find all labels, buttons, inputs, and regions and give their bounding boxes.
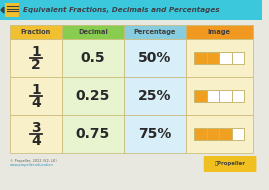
- Bar: [232, 90, 244, 102]
- Bar: [186, 25, 253, 39]
- Bar: [219, 90, 232, 102]
- Bar: [124, 39, 186, 77]
- Bar: [10, 39, 62, 77]
- FancyBboxPatch shape: [204, 156, 256, 172]
- Text: Fraction: Fraction: [21, 29, 51, 35]
- Text: 1: 1: [31, 83, 41, 97]
- Bar: [124, 77, 186, 115]
- Bar: [62, 39, 124, 77]
- Bar: [10, 25, 62, 39]
- Text: 50%: 50%: [138, 51, 171, 65]
- Bar: [62, 25, 124, 39]
- Bar: [186, 115, 253, 153]
- Bar: [186, 77, 253, 115]
- Bar: [62, 77, 124, 115]
- Text: Image: Image: [208, 29, 231, 35]
- Bar: [194, 90, 207, 102]
- Text: 4: 4: [31, 96, 41, 110]
- Bar: [124, 115, 186, 153]
- Bar: [219, 52, 232, 64]
- Bar: [124, 25, 186, 39]
- Text: 0.25: 0.25: [76, 89, 110, 103]
- Text: ⭐Propeller: ⭐Propeller: [215, 162, 246, 166]
- Text: 3: 3: [31, 121, 41, 135]
- Text: © Propeller, 2022 (V2, LK): © Propeller, 2022 (V2, LK): [10, 159, 56, 163]
- FancyBboxPatch shape: [5, 3, 19, 17]
- Bar: [194, 128, 207, 140]
- Bar: [10, 115, 62, 153]
- Bar: [62, 115, 124, 153]
- Text: 0.5: 0.5: [81, 51, 105, 65]
- FancyBboxPatch shape: [0, 0, 262, 20]
- Text: 4: 4: [31, 134, 41, 148]
- Bar: [232, 52, 244, 64]
- Bar: [10, 77, 62, 115]
- Text: 75%: 75%: [138, 127, 171, 141]
- Bar: [207, 128, 219, 140]
- Bar: [186, 39, 253, 77]
- Text: 0.75: 0.75: [76, 127, 110, 141]
- Bar: [194, 52, 207, 64]
- Polygon shape: [1, 7, 4, 13]
- Text: www.propeller.education: www.propeller.education: [10, 163, 54, 167]
- Text: 2: 2: [31, 58, 41, 72]
- Text: Equivalent Fractions, Decimals and Percentages: Equivalent Fractions, Decimals and Perce…: [23, 7, 220, 13]
- Bar: [219, 128, 232, 140]
- Text: Decimal: Decimal: [78, 29, 108, 35]
- Text: Percentage: Percentage: [134, 29, 176, 35]
- Bar: [207, 52, 219, 64]
- Bar: [207, 90, 219, 102]
- Text: 1: 1: [31, 45, 41, 59]
- Text: 25%: 25%: [138, 89, 172, 103]
- Bar: [232, 128, 244, 140]
